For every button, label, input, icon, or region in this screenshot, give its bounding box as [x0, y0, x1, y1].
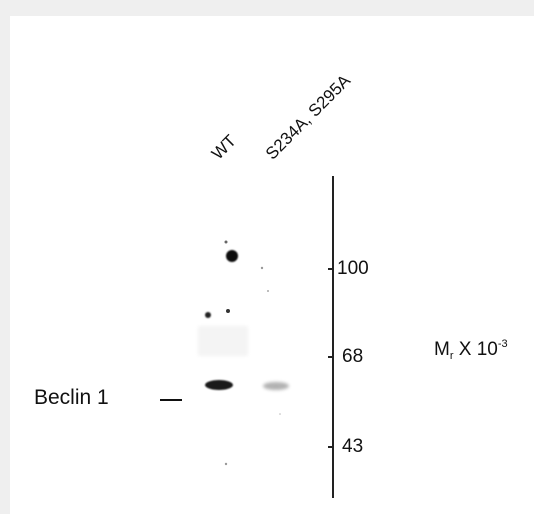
background-smudge: [198, 326, 248, 356]
marker-label-100: 100: [337, 258, 369, 279]
spot: [260, 266, 264, 270]
band-wt: [205, 380, 233, 390]
spot: [224, 462, 228, 466]
marker-label-68: 68: [342, 346, 364, 367]
spot: [205, 312, 211, 318]
marker-tick-100: [328, 268, 334, 270]
spot: [226, 250, 238, 262]
marker-axis-line: [332, 176, 334, 498]
marker-label-43: 43: [342, 436, 364, 457]
spot: [226, 309, 230, 313]
mr-base: M: [434, 339, 450, 360]
band-mutant: [263, 382, 289, 390]
spot: [267, 290, 269, 292]
mr-subscript: r: [449, 350, 454, 362]
mr-superscript: -3: [497, 338, 508, 350]
protein-label: Beclin 1: [34, 386, 109, 409]
marker-tick-43: [328, 446, 334, 448]
protein-pointer-dash: [160, 399, 182, 401]
molecular-weight-label: Mr X 10-3: [434, 338, 508, 362]
western-blot-figure: WT S234A, S295A 100 68 43 Mr X 10-3 Becl…: [10, 16, 534, 514]
blot-image: [198, 240, 289, 466]
marker-tick-68: [328, 356, 334, 358]
mr-middle: X 10: [453, 339, 498, 360]
spot: [279, 413, 281, 415]
spot: [224, 240, 228, 244]
